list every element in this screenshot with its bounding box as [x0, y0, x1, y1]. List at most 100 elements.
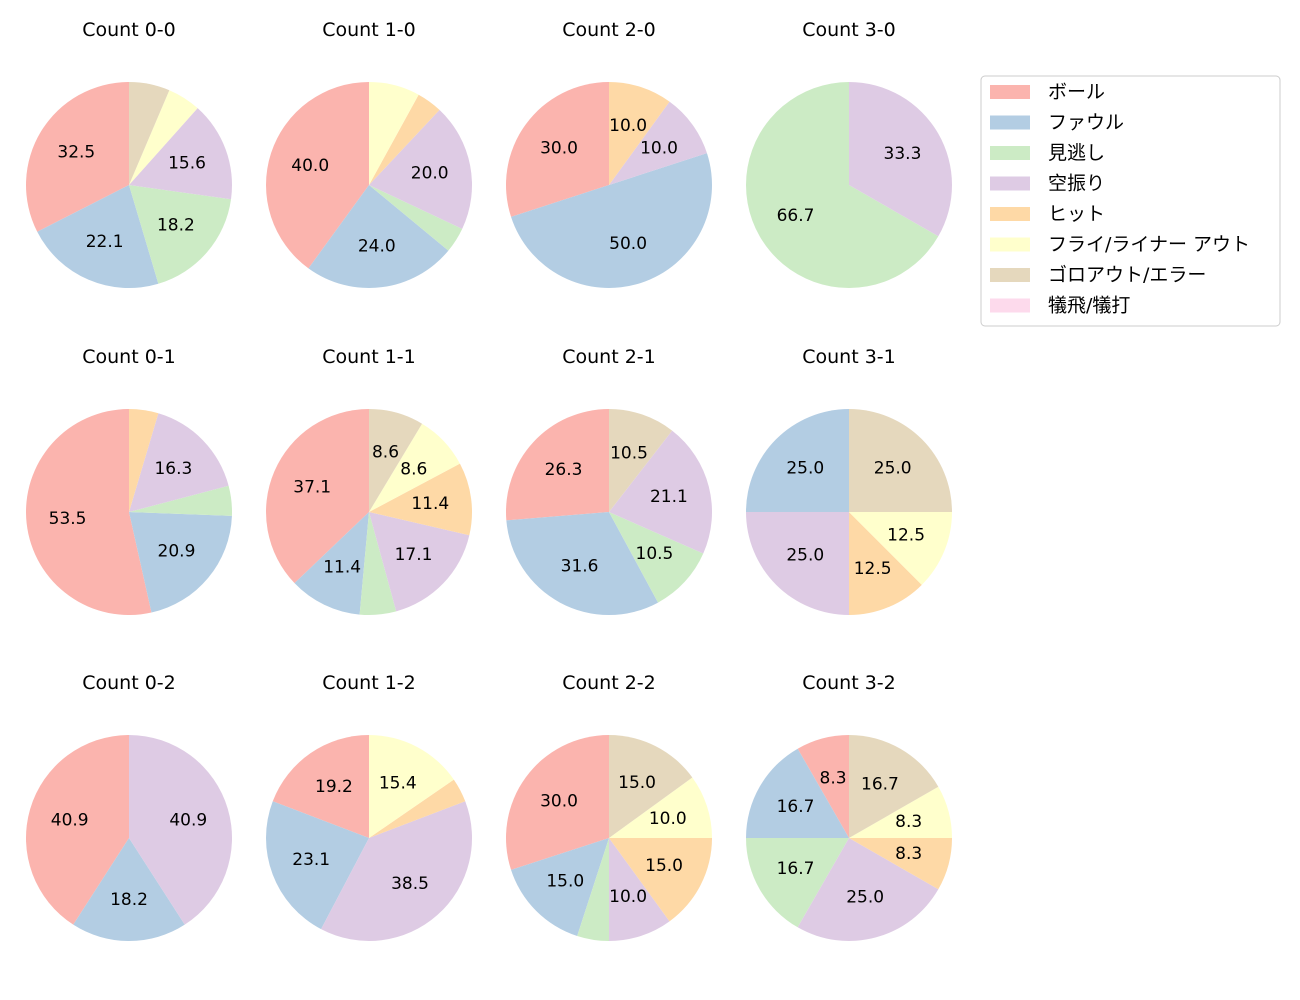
slice-label-foul: 23.1 [292, 850, 330, 870]
slice-label-swing: 25.0 [846, 888, 884, 908]
slice-label-swing: 17.1 [395, 545, 433, 565]
pie-slice-ball [797, 735, 849, 838]
slice-label-hit: 11.4 [411, 494, 449, 514]
slice-label-ball: 37.1 [293, 478, 331, 498]
slice-label-foul: 20.9 [158, 542, 196, 562]
pie-chart: Count 2-0 30.0 50.0 10.0 10.0 [505, 19, 713, 289]
slice-label-ball: 19.2 [315, 777, 353, 797]
pie-slice-ball [25, 735, 130, 925]
pie-chart: Count 0-0 32.5 22.1 18.2 15.6 [26, 19, 233, 289]
pie-slice-swing [321, 801, 473, 942]
pie-chart: Count 1-0 40.0 24.0 20.0 [266, 19, 473, 288]
slice-label-foul: 50.0 [609, 234, 647, 254]
legend-label-ground: ゴロアウト/エラー [1048, 264, 1206, 286]
pie-slice-swing [369, 109, 473, 229]
chart-title: Count 2-1 [562, 346, 656, 368]
slice-label-foul: 15.0 [546, 872, 584, 892]
pie-slice-ball [266, 409, 369, 584]
pie-slice-fly [369, 82, 419, 185]
pie-slice-foul [308, 185, 449, 288]
slice-label-ball: 40.9 [51, 811, 89, 831]
pie-slice-foul [294, 512, 369, 615]
pie-slice-called [609, 512, 704, 603]
slice-label-fly: 10.0 [649, 809, 687, 829]
legend-swatch-foul [990, 115, 1030, 130]
pie-slice-fly [609, 777, 712, 838]
slice-label-swing: 40.9 [169, 811, 207, 831]
legend-swatch-called [990, 146, 1030, 160]
pie-slice-called [129, 485, 233, 516]
slice-label-swing: 38.5 [391, 874, 429, 894]
pie-slice-ball [505, 409, 609, 521]
pie-chart: Count 1-2 19.2 23.1 38.5 15.4 [265, 672, 473, 942]
pie-slice-foul [265, 801, 369, 930]
slice-label-called: 66.7 [777, 206, 815, 226]
slice-label-ground: 15.0 [618, 773, 656, 793]
pie-chart: Count 2-1 26.3 31.6 10.5 21.1 10.5 [505, 346, 713, 616]
slice-label-fly: 12.5 [887, 526, 925, 546]
pie-slice-ground [369, 409, 423, 512]
pie-slice-fly [369, 423, 460, 512]
slice-label-ball: 40.0 [291, 156, 329, 176]
pie-slice-fly [369, 735, 454, 838]
pie-slice-foul [511, 838, 609, 936]
pie-slice-fly [849, 512, 952, 585]
chart-title: Count 3-1 [802, 346, 896, 368]
slice-label-foul: 24.0 [358, 236, 396, 256]
slice-label-foul: 18.2 [110, 890, 148, 910]
pie-slice-foul [73, 838, 185, 942]
pie-slice-swing [369, 512, 470, 612]
slice-label-hit: 8.3 [895, 844, 922, 864]
pie-slice-ball [26, 82, 129, 232]
legend-swatch-fly [990, 237, 1030, 252]
slice-label-foul: 16.7 [777, 797, 815, 817]
legend-swatch-ground [990, 268, 1030, 282]
pie-slice-called [359, 512, 397, 615]
slice-label-ground: 16.7 [861, 775, 899, 795]
legend-swatch-ball [990, 85, 1030, 99]
pie-slice-foul [511, 153, 713, 289]
pie-slice-hit [849, 512, 922, 615]
chart-title: Count 1-2 [322, 672, 416, 694]
pie-slice-called [745, 82, 939, 288]
pie-slice-hit [129, 409, 159, 512]
slice-label-foul: 22.1 [86, 232, 124, 252]
slice-label-swing: 15.6 [168, 154, 206, 174]
chart-title: Count 0-1 [82, 346, 176, 368]
legend-label-ball: ボール [1048, 81, 1105, 103]
chart-title: Count 3-2 [802, 672, 896, 694]
chart-title: Count 0-0 [82, 19, 176, 41]
slice-label-fly: 15.4 [379, 773, 417, 793]
slice-label-hit: 15.0 [645, 856, 683, 876]
pie-chart: Count 0-2 40.9 18.2 40.9 [25, 672, 233, 942]
legend-label-hit: ヒット [1048, 203, 1105, 225]
pie-chart: Count 3-28.316.716.725.08.38.316.7 [746, 672, 952, 942]
slice-label-ball: 53.5 [49, 509, 87, 529]
slice-label-called: 18.2 [157, 215, 195, 235]
pie-slice-swing [797, 838, 939, 942]
pie-slice-ball [505, 735, 609, 870]
pie-slice-called [129, 185, 232, 284]
legend-swatch-hit [990, 207, 1030, 221]
pie-slice-foul [746, 409, 849, 512]
pie-slice-hit [369, 463, 472, 536]
slice-label-hit: 10.0 [609, 116, 647, 136]
pie-slice-called [369, 185, 463, 251]
chart-title: Count 2-2 [562, 672, 656, 694]
legend-swatch-swing [990, 176, 1030, 191]
legend-label-fly: フライ/ライナー アウト [1048, 234, 1250, 256]
slice-label-ground: 8.6 [372, 442, 399, 462]
slice-label-ball: 30.0 [540, 792, 578, 812]
pie-slice-ground [609, 408, 673, 512]
pie-slice-ball [266, 82, 369, 269]
pie-slice-hit [369, 779, 466, 838]
pie-slice-ground [129, 82, 170, 185]
pie-slice-hit [369, 94, 440, 185]
pie-slice-swing [609, 430, 713, 554]
pie-chart: Count 3-0 66.7 33.3 [745, 19, 952, 288]
pie-slice-ball [26, 409, 152, 615]
slice-label-fly: 8.6 [400, 459, 427, 479]
chart-title: Count 2-0 [562, 19, 656, 41]
pie-slice-fly [129, 90, 198, 185]
